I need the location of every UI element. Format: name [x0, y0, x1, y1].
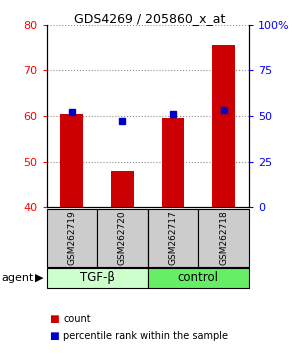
- Bar: [148, 209, 198, 267]
- Bar: [148, 268, 249, 288]
- Text: GSM262719: GSM262719: [67, 211, 76, 266]
- Text: TGF-β: TGF-β: [80, 271, 115, 284]
- Bar: [60, 114, 83, 207]
- Text: ▶: ▶: [35, 273, 44, 283]
- Text: GSM262718: GSM262718: [219, 211, 228, 266]
- Text: GSM262717: GSM262717: [169, 211, 178, 266]
- Text: GDS4269 / 205860_x_at: GDS4269 / 205860_x_at: [74, 12, 226, 25]
- Bar: [97, 209, 148, 267]
- Text: ■: ■: [50, 331, 59, 341]
- Text: control: control: [178, 271, 219, 284]
- Bar: [111, 171, 134, 207]
- Bar: [46, 268, 148, 288]
- Text: GSM262720: GSM262720: [118, 211, 127, 266]
- Bar: [162, 118, 184, 207]
- Text: agent: agent: [2, 273, 34, 283]
- Text: ■: ■: [50, 314, 59, 324]
- Text: count: count: [63, 314, 91, 324]
- Bar: [46, 209, 97, 267]
- Bar: [212, 45, 235, 207]
- Text: percentile rank within the sample: percentile rank within the sample: [63, 331, 228, 341]
- Bar: [198, 209, 249, 267]
